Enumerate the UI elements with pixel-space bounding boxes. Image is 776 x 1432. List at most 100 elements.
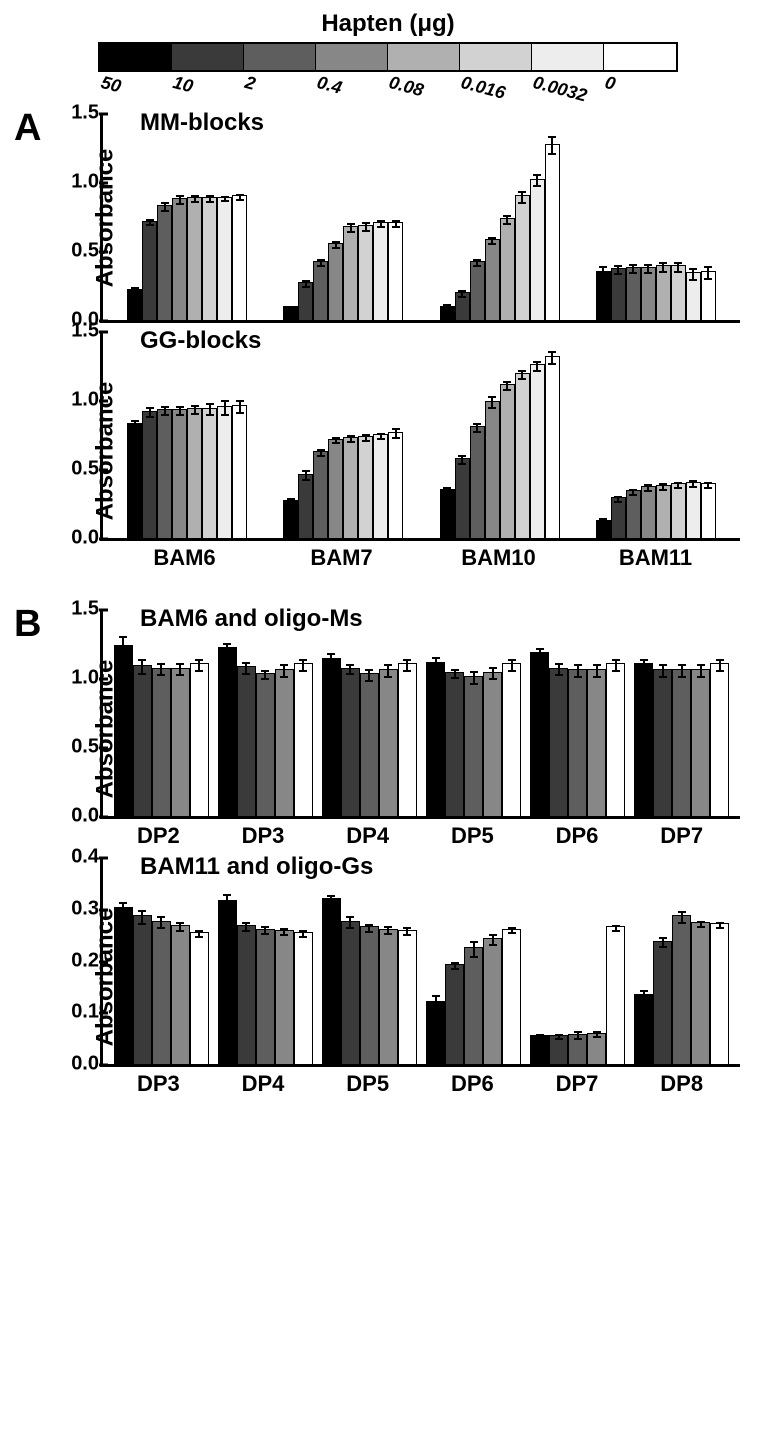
bar (328, 243, 343, 320)
legend-swatches: 501020.40.080.0160.00320 (98, 42, 678, 72)
bar (232, 195, 247, 320)
bar (426, 662, 445, 816)
bar-group (127, 405, 247, 538)
bar (237, 925, 256, 1064)
bar-group (530, 652, 625, 816)
bar (322, 658, 341, 816)
bar (634, 994, 653, 1064)
bar (388, 222, 403, 320)
bar (187, 197, 202, 320)
x-label: BAM7 (263, 545, 420, 571)
legend-swatch: 0.016 (460, 44, 532, 70)
chart-title: MM-blocks (140, 109, 264, 137)
legend-swatch-label: 2 (243, 72, 258, 95)
bar (671, 483, 686, 538)
y-tick: 1.0 (53, 389, 99, 412)
bars-area (103, 113, 740, 320)
bar (217, 197, 232, 320)
bar-group (322, 898, 417, 1064)
panel-A: AMM-blocksAbsorbance0.00.51.01.5GG-block… (20, 113, 756, 571)
bar (530, 179, 545, 320)
bar (341, 668, 360, 816)
bars-area (103, 331, 740, 538)
bar (398, 930, 417, 1064)
plot-area: 0.00.51.01.5 (100, 331, 740, 541)
x-label: DP7 (629, 823, 734, 849)
bar (322, 898, 341, 1064)
bar (485, 239, 500, 320)
bar (587, 669, 606, 816)
x-label: BAM10 (420, 545, 577, 571)
bar (502, 929, 521, 1064)
x-label: DP3 (106, 1071, 211, 1097)
bar (691, 669, 710, 816)
bar (157, 205, 172, 320)
bar (549, 1035, 568, 1064)
x-labels: DP3DP4DP5DP6DP7DP8 (100, 1067, 740, 1097)
bar (294, 932, 313, 1064)
plot-area: 0.00.51.01.5 (100, 113, 740, 323)
chart-title: BAM6 and oligo-Ms (140, 605, 363, 633)
bar (500, 384, 515, 538)
bar (710, 663, 729, 816)
bar (470, 426, 485, 538)
x-label: DP4 (315, 823, 420, 849)
bar (133, 915, 152, 1064)
bar-group (127, 195, 247, 320)
bar-group (283, 222, 403, 320)
bar (671, 265, 686, 320)
bar (626, 490, 641, 538)
bars-area (103, 857, 740, 1064)
x-label: DP3 (211, 823, 316, 849)
bar (545, 356, 560, 538)
bar-group (634, 915, 729, 1064)
panel-letter: A (14, 107, 41, 150)
bar (483, 672, 502, 816)
x-label: DP4 (211, 1071, 316, 1097)
plot-area: 0.00.10.20.30.4 (100, 857, 740, 1067)
y-tick: 1.5 (53, 320, 99, 343)
bar (710, 923, 729, 1064)
bar-group (218, 647, 313, 816)
bar (653, 669, 672, 816)
bar (152, 921, 171, 1064)
bar (611, 497, 626, 538)
bar (172, 198, 187, 320)
bar (455, 292, 470, 320)
bar (373, 434, 388, 538)
bar (283, 500, 298, 538)
plot-area: 0.00.51.01.5 (100, 609, 740, 819)
x-label: DP8 (629, 1071, 734, 1097)
bar (611, 268, 626, 320)
bar (358, 436, 373, 538)
bar (298, 282, 313, 320)
bar (328, 439, 343, 538)
bar (313, 451, 328, 538)
bar (549, 668, 568, 816)
bar (686, 482, 701, 538)
bar (568, 669, 587, 816)
bar (530, 1035, 549, 1064)
x-label: BAM11 (577, 545, 734, 571)
chart: MM-blocksAbsorbance0.00.51.01.5 (100, 113, 756, 323)
bar (379, 669, 398, 816)
bar (626, 267, 641, 320)
bar (502, 663, 521, 816)
bar (701, 483, 716, 538)
legend-swatch-label: 0.4 (315, 72, 345, 99)
bar (606, 926, 625, 1064)
bar (596, 520, 611, 538)
panel-B: BBAM6 and oligo-MsAbsorbance0.00.51.01.5… (20, 609, 756, 1097)
y-tick: 0.0 (53, 805, 99, 828)
y-tick: 0.5 (53, 736, 99, 759)
bar (672, 669, 691, 816)
bar (171, 925, 190, 1064)
bar (373, 222, 388, 320)
legend-swatch: 0.4 (316, 44, 388, 70)
bar (152, 668, 171, 816)
bar-group (114, 645, 209, 816)
x-label: DP5 (420, 823, 525, 849)
bar-group (322, 658, 417, 816)
chart: GG-blocksAbsorbance0.00.51.01.5BAM6BAM7B… (100, 331, 756, 571)
bar (187, 408, 202, 538)
